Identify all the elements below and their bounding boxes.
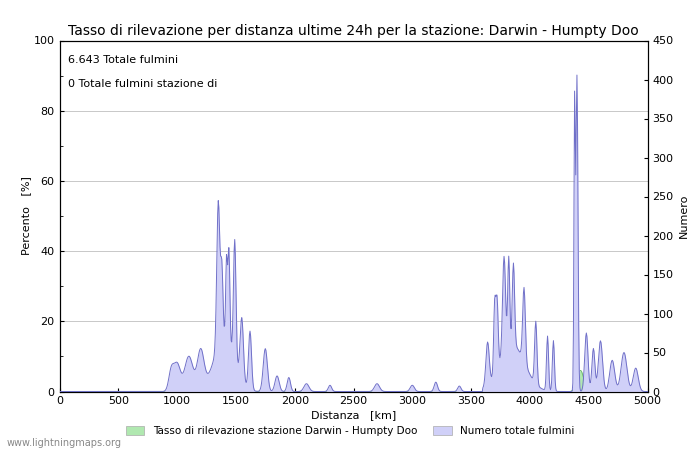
X-axis label: Distanza   [km]: Distanza [km] xyxy=(311,410,396,421)
Text: 6.643 Totale fulmini: 6.643 Totale fulmini xyxy=(69,54,178,64)
Title: Tasso di rilevazione per distanza ultime 24h per la stazione: Darwin - Humpty Do: Tasso di rilevazione per distanza ultime… xyxy=(68,24,639,38)
Y-axis label: Numero: Numero xyxy=(679,194,689,238)
Text: 0 Totale fulmini stazione di: 0 Totale fulmini stazione di xyxy=(69,79,218,89)
Legend: Tasso di rilevazione stazione Darwin - Humpty Doo, Numero totale fulmini: Tasso di rilevazione stazione Darwin - H… xyxy=(122,422,578,440)
Y-axis label: Percento   [%]: Percento [%] xyxy=(21,176,31,256)
Text: www.lightningmaps.org: www.lightningmaps.org xyxy=(7,438,122,448)
